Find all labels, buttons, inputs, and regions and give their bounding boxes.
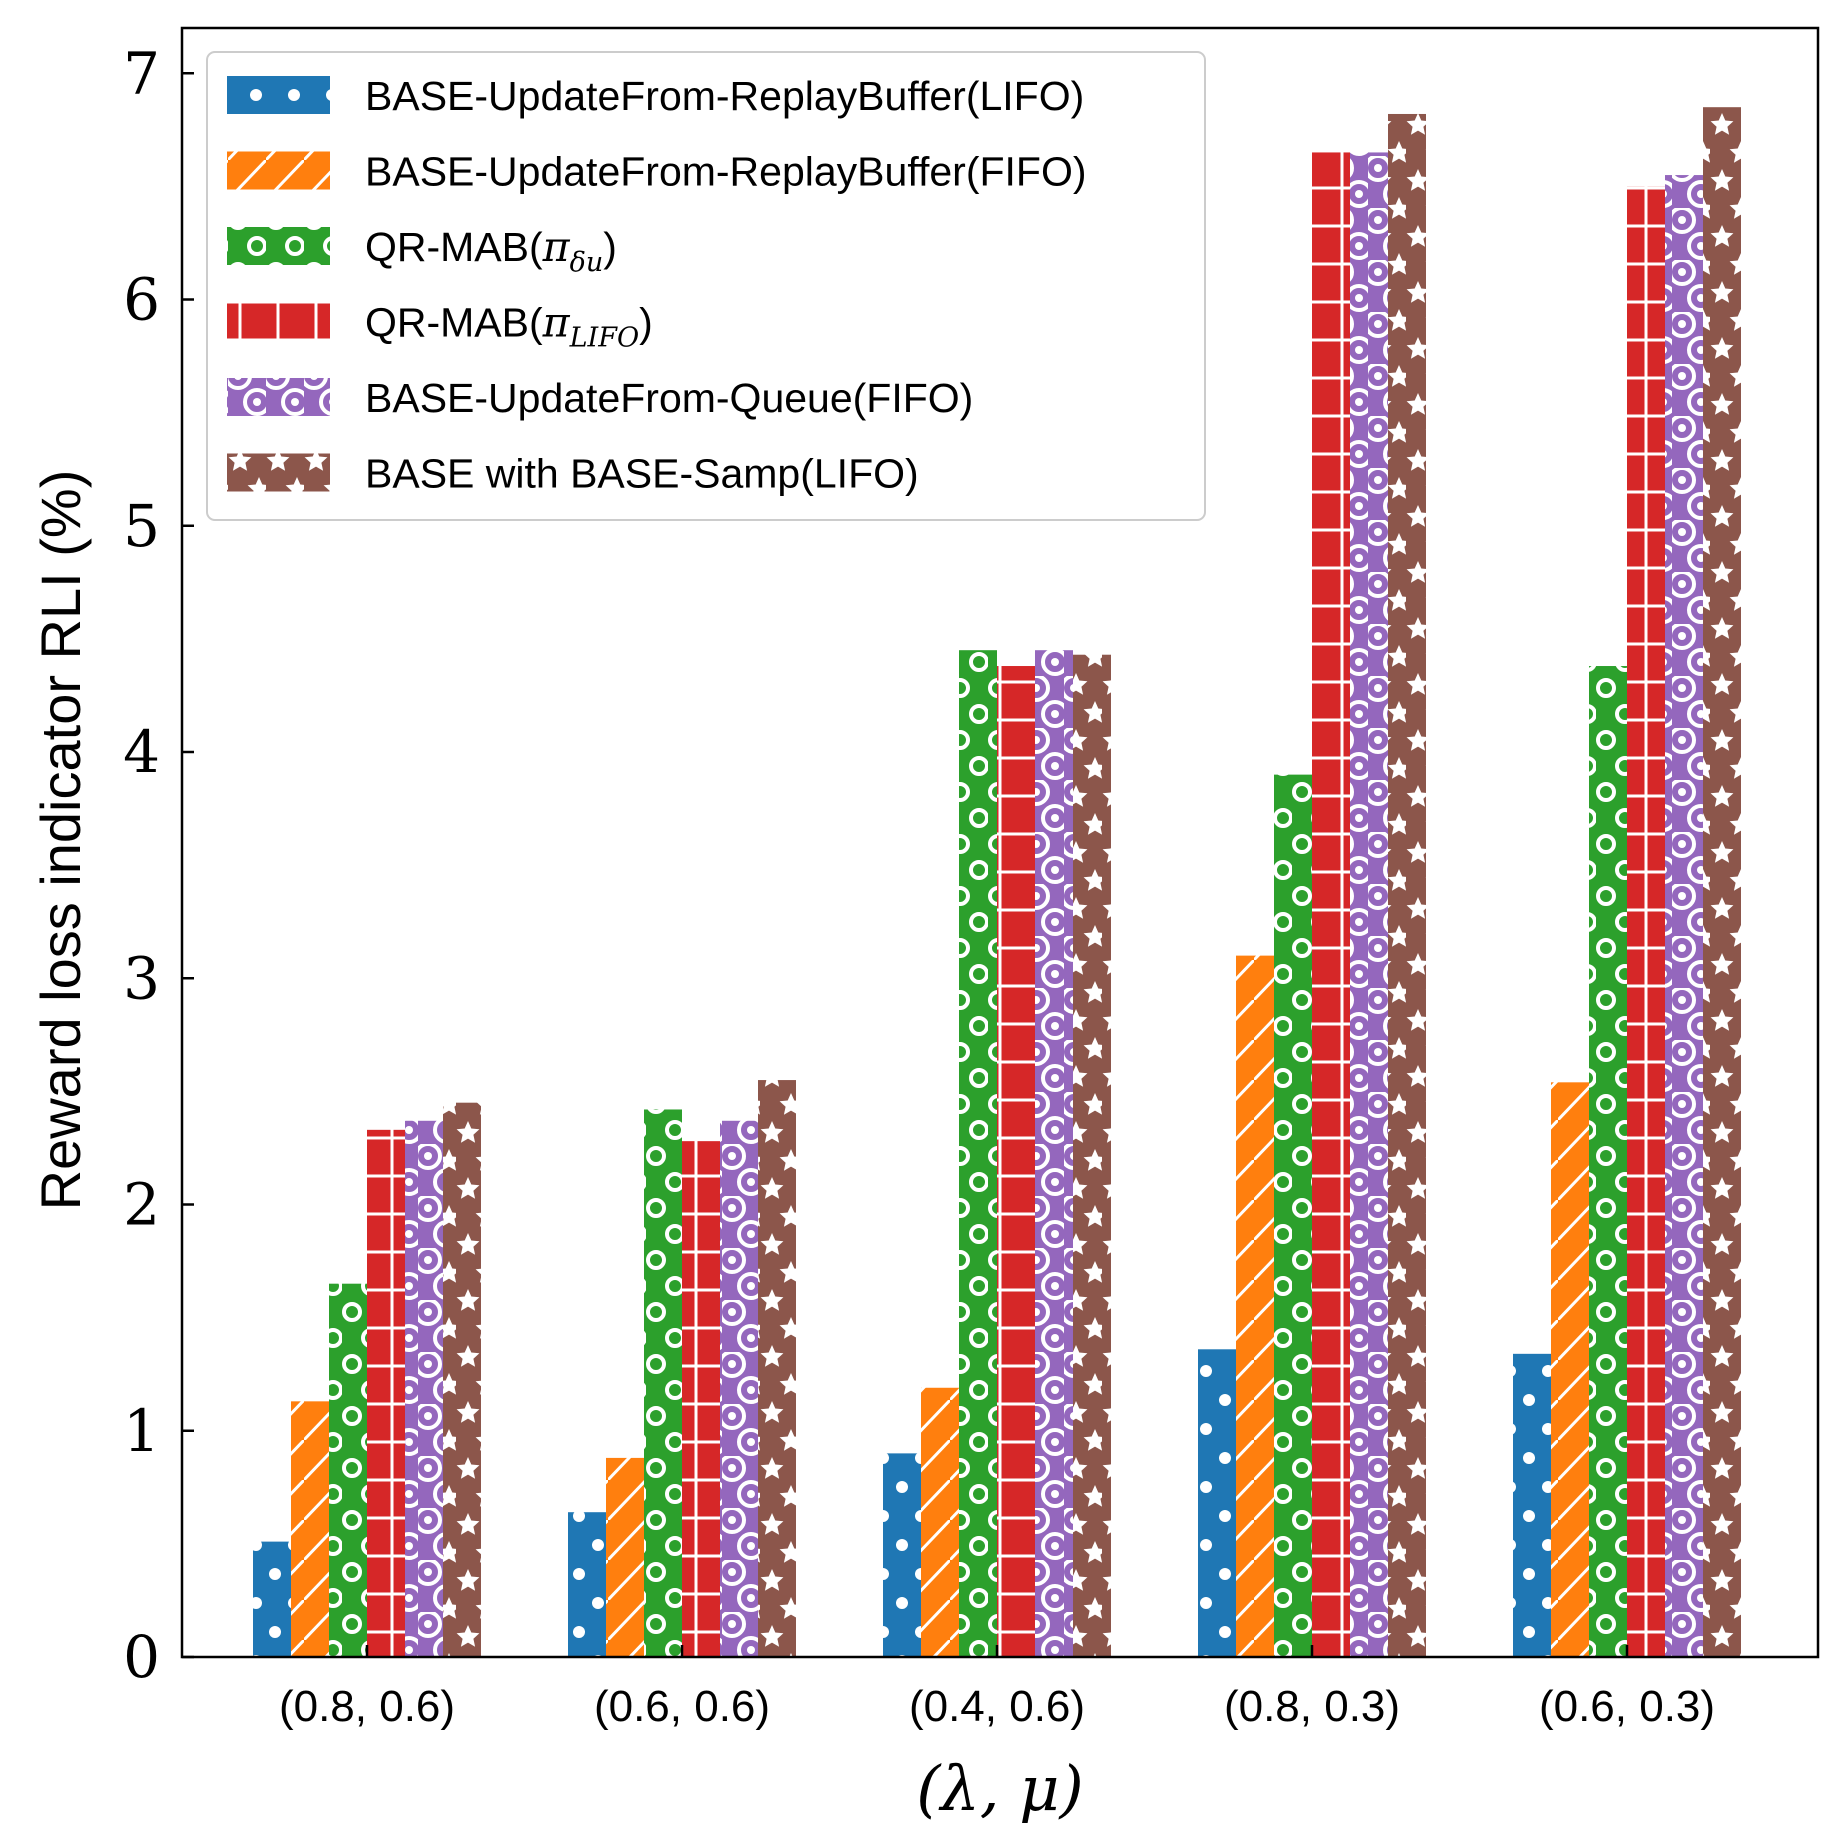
bar-6-3 bbox=[1073, 654, 1111, 1657]
bar-4-1 bbox=[367, 1129, 405, 1657]
x-tick-label: (0.4, 0.6) bbox=[909, 1682, 1085, 1731]
bar-6-4 bbox=[1388, 113, 1426, 1658]
x-tick-label: (0.6, 0.6) bbox=[594, 1682, 770, 1731]
y-tick-label: 7 bbox=[123, 39, 160, 107]
legend-label-6: BASE with BASE-Samp(LIFO) bbox=[365, 451, 919, 497]
bar-3-4 bbox=[1274, 774, 1312, 1657]
bars-layer bbox=[253, 107, 1741, 1658]
bar-6-5 bbox=[1703, 107, 1741, 1657]
legend-label-2: BASE-UpdateFrom-ReplayBuffer(FIFO) bbox=[365, 149, 1087, 195]
bar-2-3 bbox=[921, 1387, 959, 1657]
bar-1-2 bbox=[568, 1512, 606, 1657]
legend-items: BASE-UpdateFrom-ReplayBuffer(LIFO) BASE-U… bbox=[227, 73, 1087, 497]
bar-6-1 bbox=[443, 1102, 481, 1657]
x-tick-label: (0.8, 0.3) bbox=[1224, 1682, 1400, 1731]
x-tick-label: (0.6, 0.3) bbox=[1539, 1682, 1715, 1731]
bar-2-1 bbox=[291, 1401, 329, 1657]
y-tick-label: 5 bbox=[123, 492, 160, 560]
bar-6-2 bbox=[758, 1080, 796, 1657]
legend-swatch-3 bbox=[227, 227, 330, 265]
y-tick-label: 2 bbox=[123, 1171, 160, 1239]
plot-frame bbox=[180, 26, 1820, 1659]
x-tick-label: (0.8, 0.6) bbox=[279, 1682, 455, 1731]
y-axis-label: Reward loss indicator RLI (%) bbox=[29, 470, 92, 1211]
legend-frame bbox=[206, 51, 1206, 521]
y-tick-label: 3 bbox=[123, 944, 160, 1012]
bar-4-5 bbox=[1627, 186, 1665, 1657]
y-axis: 0 1 2 3 4 5 6 7 bbox=[123, 39, 194, 1691]
y-tick-label: 1 bbox=[123, 1397, 160, 1465]
legend-label-4: QR-MAB(πLIFO) bbox=[365, 299, 653, 354]
bar-5-5 bbox=[1665, 175, 1703, 1657]
bar-5-2 bbox=[720, 1120, 758, 1657]
bar-1-5 bbox=[1513, 1353, 1551, 1657]
legend-label-1: BASE-UpdateFrom-ReplayBuffer(LIFO) bbox=[365, 73, 1084, 119]
x-axis: (0.8, 0.6) (0.6, 0.6) (0.4, 0.6) (0.8, 0.3)… bbox=[279, 1645, 1715, 1731]
bar-5-3 bbox=[1035, 650, 1073, 1657]
legend-swatch-4 bbox=[227, 302, 330, 341]
y-tick-label: 0 bbox=[123, 1623, 160, 1691]
legend-label-5: BASE-UpdateFrom-Queue(FIFO) bbox=[365, 375, 973, 421]
bar-5-1 bbox=[405, 1120, 443, 1657]
bar-1-1 bbox=[253, 1541, 291, 1657]
bar-2-4 bbox=[1236, 955, 1274, 1657]
legend: BASE-UpdateFrom-ReplayBuffer(LIFO) BASE-U… bbox=[206, 51, 1206, 521]
bar-4-4 bbox=[1312, 152, 1350, 1657]
bar-3-3 bbox=[959, 650, 997, 1657]
bar-1-4 bbox=[1198, 1349, 1236, 1657]
legend-swatch-6 bbox=[227, 453, 330, 492]
bar-5-4 bbox=[1350, 152, 1388, 1657]
legend-swatch-1 bbox=[227, 76, 330, 114]
bar-3-1 bbox=[329, 1283, 367, 1657]
bar-1-3 bbox=[883, 1453, 921, 1657]
bar-2-2 bbox=[606, 1457, 644, 1657]
bar-2-5 bbox=[1551, 1082, 1589, 1657]
x-axis-label: (λ, μ) bbox=[916, 1752, 1083, 1825]
bar-3-2 bbox=[644, 1109, 682, 1657]
legend-label-3: QR-MAB(πδu) bbox=[365, 223, 617, 278]
bar-4-3 bbox=[997, 666, 1035, 1657]
legend-swatch-5 bbox=[227, 378, 330, 416]
legend-swatch-2 bbox=[227, 151, 330, 190]
y-tick-label: 4 bbox=[123, 718, 160, 786]
bar-4-2 bbox=[682, 1141, 720, 1657]
bar-3-5 bbox=[1589, 666, 1627, 1657]
y-tick-label: 6 bbox=[123, 266, 160, 334]
